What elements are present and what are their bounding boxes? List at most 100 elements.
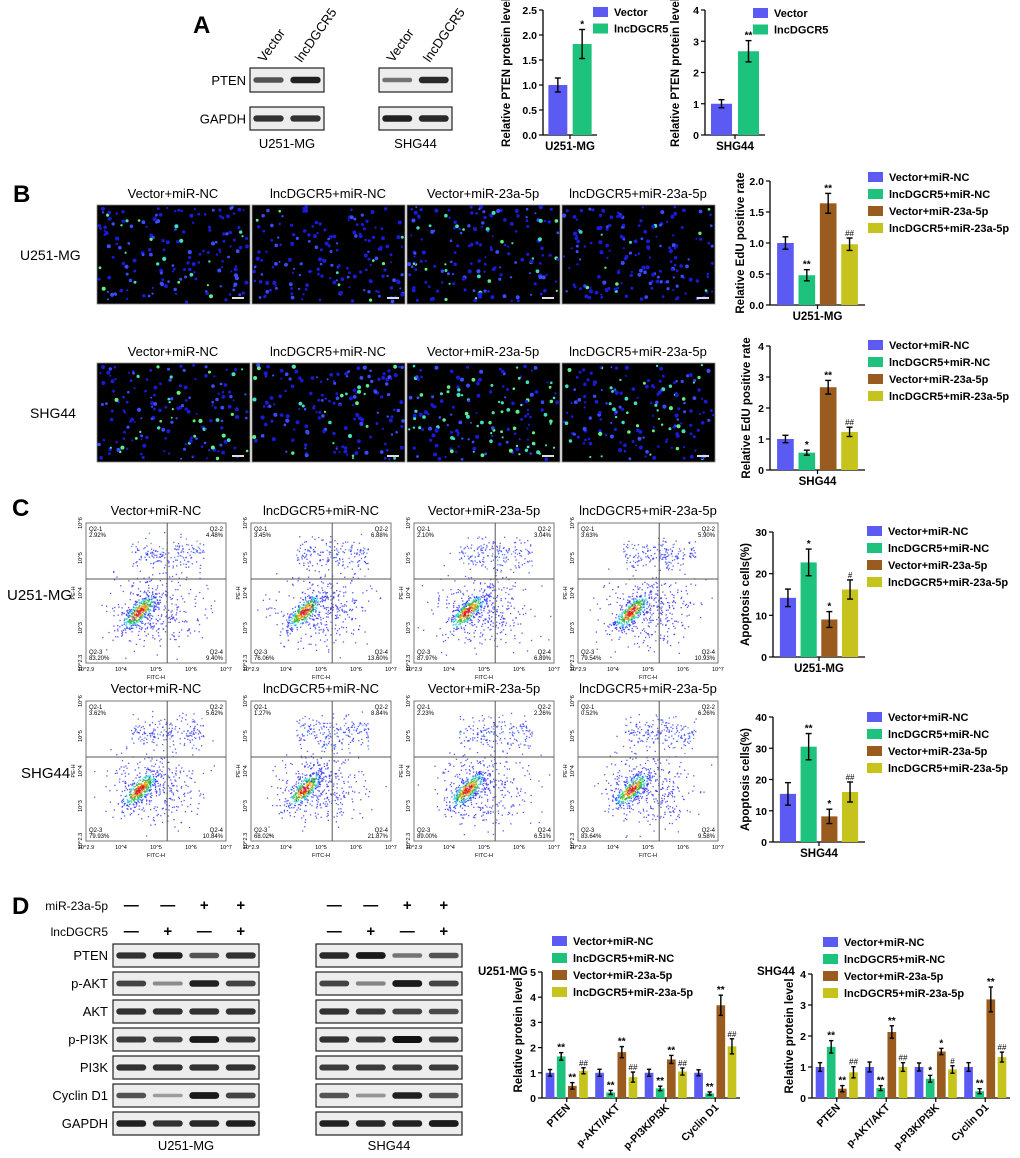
- flow-event-dot: [360, 606, 363, 608]
- flow-event-dot: [686, 615, 688, 617]
- flow-event-dot: [482, 591, 484, 594]
- flow-event-dot: [303, 618, 305, 620]
- flow-event-dot: [644, 581, 646, 583]
- flow-event-dot: [670, 562, 672, 564]
- flow-event-dot: [626, 553, 628, 555]
- nucleus-dot: [461, 437, 464, 440]
- nucleus-dot: [229, 245, 232, 248]
- flow-event-dot: [280, 611, 283, 613]
- nucleus-dot: [369, 263, 372, 267]
- flow-event-dot: [149, 623, 151, 625]
- nucleus-dot: [431, 433, 436, 438]
- flow-event-dot: [632, 630, 634, 632]
- flow-event-dot: [623, 631, 626, 633]
- flow-event-dot: [148, 609, 150, 611]
- nucleus-dot: [140, 417, 143, 420]
- protein-label: GAPDH: [62, 1116, 108, 1131]
- flow-event-dot: [319, 577, 322, 579]
- flow-event-dot: [488, 586, 490, 588]
- flow-event-dot: [617, 597, 619, 599]
- nucleus-dot: [589, 455, 592, 459]
- flow-event-dot: [336, 554, 338, 556]
- flow-event-dot: [288, 617, 290, 619]
- flow-event-dot: [313, 601, 315, 603]
- nucleus-dot: [486, 230, 490, 233]
- flow-event-dot: [499, 632, 501, 634]
- nucleus-dot: [415, 206, 418, 209]
- flow-event-dot: [311, 605, 313, 607]
- flow-event-dot: [632, 560, 635, 562]
- flow-event-dot: [152, 597, 155, 599]
- flow-event-dot: [463, 613, 465, 615]
- flow-event-dot: [304, 541, 306, 543]
- flow-event-dot: [477, 609, 479, 611]
- flow-event-dot: [318, 571, 320, 573]
- flow-event-dot: [329, 612, 331, 615]
- flow-event-dot: [309, 597, 311, 600]
- nucleus-dot: [244, 280, 249, 285]
- flow-event-dot: [289, 633, 291, 635]
- flow-event-dot: [128, 627, 130, 630]
- nucleus-dot: [355, 412, 360, 418]
- flow-event-dot: [167, 560, 169, 562]
- flow-event-dot: [179, 561, 182, 563]
- flow-event-dot: [179, 545, 181, 547]
- flow-event-dot: [287, 635, 289, 637]
- flow-event-dot: [139, 627, 141, 629]
- nucleus-dot: [357, 389, 362, 394]
- nucleus-dot: [98, 266, 102, 270]
- flow-event-dot: [355, 606, 358, 608]
- flow-event-dot: [668, 606, 671, 608]
- flow-event-dot: [188, 561, 190, 563]
- flow-event-dot: [649, 647, 651, 649]
- flow-event-dot: [470, 615, 472, 617]
- flow-event-dot: [519, 613, 521, 615]
- flow-event-dot: [446, 596, 449, 598]
- flow-event-dot: [678, 550, 680, 553]
- x-tick-label: 10^5: [150, 667, 162, 673]
- flow-event-dot: [307, 609, 309, 611]
- nucleus-dot: [423, 410, 428, 415]
- flow-event-dot: [137, 608, 139, 610]
- flow-event-dot: [321, 595, 324, 597]
- flow-event-dot: [625, 554, 627, 556]
- flow-event-dot: [324, 624, 326, 626]
- nucleus-dot: [245, 244, 249, 249]
- flow-event-dot: [292, 614, 294, 617]
- flow-event-dot: [438, 598, 440, 600]
- nucleus-dot: [523, 364, 527, 369]
- flow-event-dot: [621, 629, 623, 631]
- nucleus-dot: [644, 455, 647, 458]
- condition-title: Vector+miR-23a-5p: [427, 344, 539, 359]
- nucleus-dot: [473, 227, 478, 232]
- flow-event-dot: [326, 597, 328, 599]
- flow-event-dot: [689, 602, 692, 604]
- flow-event-dot: [140, 555, 142, 557]
- nucleus-dot: [460, 458, 464, 461]
- flow-event-dot: [661, 613, 663, 616]
- flow-event-dot: [310, 601, 312, 603]
- flow-event-dot: [300, 613, 302, 615]
- flow-event-dot: [345, 626, 348, 629]
- nucleus-dot: [707, 207, 711, 211]
- flow-event-dot: [139, 615, 142, 618]
- flow-event-dot: [159, 560, 161, 562]
- nucleus-dot: [543, 412, 548, 417]
- nucleus-dot: [225, 232, 229, 236]
- protein-band: [225, 980, 256, 987]
- nucleus-dot: [614, 366, 619, 370]
- flow-event-dot: [302, 599, 305, 601]
- flow-event-dot: [183, 621, 186, 623]
- flow-event-dot: [147, 608, 149, 610]
- flow-event-dot: [323, 596, 326, 598]
- flow-event-dot: [630, 618, 632, 620]
- flow-event-dot: [496, 621, 498, 623]
- condition-title: lncDGCR5+miR-NC: [270, 344, 386, 359]
- nucleus-dot: [363, 289, 366, 292]
- nucleus-dot: [252, 435, 257, 439]
- flow-event-dot: [660, 544, 662, 546]
- nucleus-dot: [498, 442, 502, 447]
- flow-event-dot: [127, 612, 130, 614]
- flow-event-dot: [492, 602, 494, 605]
- nucleus-dot: [363, 392, 366, 396]
